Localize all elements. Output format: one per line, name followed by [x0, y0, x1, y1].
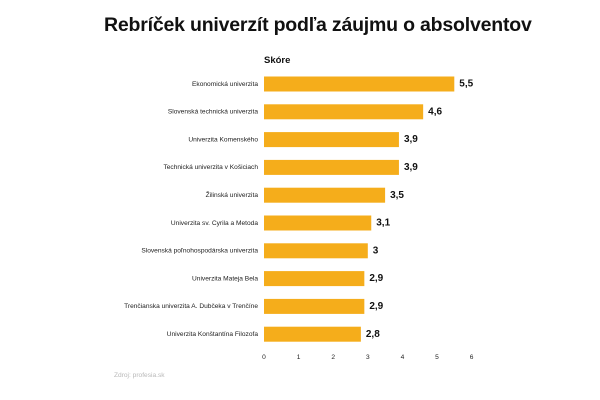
value-label: 4,6	[428, 106, 442, 117]
bar	[264, 76, 455, 92]
category-label: Slovenská poľnohospodárska univerzita	[141, 248, 258, 255]
x-tick-label: 5	[435, 354, 439, 361]
x-tick-label: 3	[366, 354, 370, 361]
category-label: Univerzita Konštantína Filozofa	[167, 331, 259, 338]
category-label: Univerzita Mateja Bela	[192, 275, 258, 282]
value-label: 3,9	[404, 162, 418, 173]
chart-title: Rebríček univerzít podľa záujmu o absolv…	[104, 14, 532, 36]
category-label: Univerzita Komenského	[188, 136, 258, 143]
category-label: Technická univerzita v Košiciach	[163, 164, 258, 171]
category-label: Univerzita sv. Cyrila a Metoda	[171, 220, 258, 227]
bar	[264, 298, 365, 314]
value-label: 5,5	[459, 79, 473, 90]
x-axis-ticks: 0 1 2 3 4 5 6	[262, 354, 474, 361]
bar	[264, 132, 399, 148]
category-labels: Ekonomická univerzita Slovenská technická…	[124, 81, 258, 338]
category-label: Žilinská univerzita	[206, 190, 259, 199]
value-label: 2,8	[366, 329, 380, 340]
bar	[264, 159, 399, 175]
x-tick-label: 2	[331, 354, 335, 361]
bar	[264, 271, 365, 287]
x-tick-label: 4	[401, 354, 405, 361]
x-tick-label: 1	[297, 354, 301, 361]
value-label: 2,9	[369, 301, 383, 312]
category-label: Trenčianska univerzita A. Dubčeka v Tren…	[124, 303, 258, 310]
value-label: 3,1	[376, 218, 390, 229]
bars-group	[264, 76, 455, 342]
bar	[264, 104, 424, 120]
value-label: 3,9	[404, 134, 418, 145]
series-label: Skóre	[264, 55, 290, 66]
category-label: Slovenská technická univerzita	[168, 109, 258, 116]
category-label: Ekonomická univerzita	[192, 81, 258, 88]
value-label: 3,5	[390, 190, 404, 201]
bar	[264, 187, 386, 203]
x-tick-label: 0	[262, 354, 266, 361]
bar	[264, 215, 372, 231]
value-label: 3	[373, 245, 379, 256]
value-labels: 5,5 4,6 3,9 3,9 3,5 3,1 3 2,9 2,9 2,8	[366, 79, 474, 340]
bar	[264, 326, 361, 342]
value-label: 2,9	[369, 273, 383, 284]
x-tick-label: 6	[470, 354, 474, 361]
source-note: Zdroj: profesia.sk	[114, 372, 165, 379]
bar	[264, 243, 368, 259]
